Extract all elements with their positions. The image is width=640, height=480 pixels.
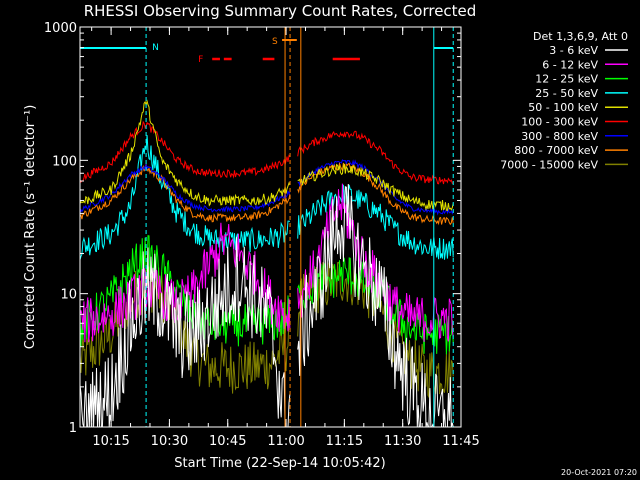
y-tick-label: 1000 (44, 21, 77, 36)
legend-entry-label: 6 - 12 keV (542, 58, 598, 71)
saa-marker-label: S (272, 37, 278, 47)
plot-frame (79, 26, 462, 428)
series-line-before-gap (79, 163, 291, 223)
y-tick-label: 10 (60, 288, 77, 303)
legend-entry-label: 12 - 25 keV (535, 73, 598, 86)
chart-title: RHESSI Observing Summary Count Rates, Co… (84, 2, 477, 20)
series-line-after-gap (297, 183, 454, 428)
series-line-after-gap (297, 183, 454, 342)
x-tick-label: 11:15 (326, 434, 363, 449)
x-tick-label: 10:45 (209, 434, 246, 449)
series-line-before-gap (79, 222, 291, 343)
series-layer (79, 99, 454, 428)
series-line-before-gap (79, 237, 291, 428)
flare-marker-label: F (198, 55, 203, 65)
x-tick-label: 11:45 (442, 434, 479, 449)
series-line-after-gap (297, 161, 454, 226)
legend-header: Det 1,3,6,9, Att 0 (533, 30, 628, 43)
legend-entry-label: 25 - 50 keV (535, 87, 598, 100)
night-marker-label: N (152, 43, 159, 53)
series-line-after-gap (297, 184, 454, 260)
y-tick-label: 100 (52, 154, 77, 169)
x-tick-label: 10:15 (92, 434, 129, 449)
axis-layer: 10:15 10:30 10:45 11:00 11:15 11:30 11:45 1 10 10… (44, 21, 480, 449)
series-800to7000keV-trace (79, 161, 454, 226)
series-3to6keV-trace (79, 183, 454, 428)
legend-entry-label: 800 - 7000 keV (514, 144, 598, 157)
x-axis-label: Start Time (22-Sep-14 10:05:42) (174, 456, 385, 471)
x-tick-label: 10:30 (151, 434, 188, 449)
legend-entry-label: 100 - 300 keV (521, 116, 598, 129)
legend-entry-label: 7000 - 15000 keV (500, 158, 598, 171)
y-tick-label: 1 (69, 421, 77, 436)
series-line-before-gap (79, 164, 291, 213)
series-line-before-gap (79, 266, 291, 394)
legend-entry-label: 3 - 6 keV (549, 44, 598, 57)
legend-entry-label: 300 - 800 keV (521, 130, 598, 143)
series-100to300keV-trace (79, 120, 454, 185)
legend-entry-label: 50 - 100 keV (528, 101, 598, 114)
series-50to100keV-trace (79, 99, 454, 212)
series-line-after-gap (297, 130, 454, 185)
y-axis-label: Corrected Count Rate (s⁻¹ detector⁻¹) (23, 105, 38, 350)
x-tick-label: 11:30 (384, 434, 421, 449)
series-6to12keV-trace (79, 183, 454, 343)
series-line-after-gap (297, 163, 454, 212)
series-line-before-gap (79, 99, 291, 207)
generation-timestamp: 20-Oct-2021 07:20 (561, 468, 637, 477)
x-tick-label: 11:00 (267, 434, 304, 449)
series-line-before-gap (79, 120, 291, 183)
